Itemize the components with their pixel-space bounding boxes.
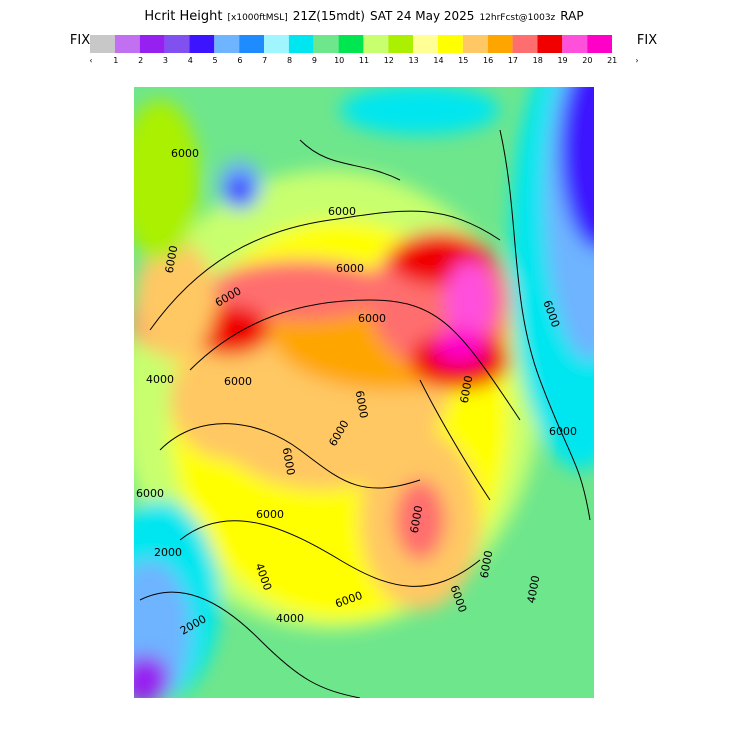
contour-label: 4000 (276, 612, 304, 625)
legend-tick-label: 13 (409, 56, 419, 65)
legend-tick-label: 10 (334, 56, 344, 65)
contour-label: 6000 (353, 389, 371, 419)
color-box (413, 35, 438, 53)
legend-left-label: FIX (70, 33, 90, 48)
contour-label: 6000 (171, 147, 199, 160)
color-box (90, 35, 115, 53)
legend-tick-label: 20 (582, 56, 592, 65)
legend-tick-label: › (635, 56, 638, 65)
legend-tick-label: 11 (359, 56, 369, 65)
contour-label: 4000 (146, 373, 174, 386)
title-part: 21Z(15mdt) (293, 9, 365, 23)
color-box (587, 35, 612, 53)
contour-label: 6000 (136, 487, 164, 500)
legend-tick-label: 12 (384, 56, 394, 65)
contour-label: 6000 (256, 508, 284, 521)
legend-tick-label: 14 (433, 56, 443, 65)
color-box (189, 35, 215, 53)
color-box (363, 35, 389, 53)
contour-label: 2000 (154, 546, 182, 559)
map: 6000 6000 6000 6000 6000 6000 6000 4000 6000 6000… (134, 87, 594, 698)
legend-tick-label: 9 (312, 56, 317, 65)
color-box (338, 35, 364, 53)
contour-label: 6000 (224, 375, 252, 388)
legend-tick-label: 17 (508, 56, 518, 65)
title: Hcrit Height [x1000ftMSL] 21Z(15mdt) SAT 24… (144, 9, 583, 24)
color-box (139, 35, 165, 53)
legend-tick-label: ‹ (89, 56, 92, 65)
legend-tick-label: 4 (188, 56, 193, 65)
color-bar: ‹ 1 2 3 4 5 6 7 8 9 10 11 12 13 14 15 16 17 18 19 20 21 › (89, 35, 639, 65)
color-box (562, 35, 588, 53)
title-part: Hcrit Height (144, 9, 222, 24)
color-box (114, 35, 140, 53)
legend-tick-label: 1 (113, 56, 118, 65)
contour-label: 6000 (549, 425, 577, 438)
title-part: RAP (560, 9, 583, 23)
contour-label: 6000 (408, 504, 426, 534)
color-box (512, 35, 538, 53)
color-box (388, 35, 414, 53)
color-box (214, 35, 240, 53)
legend-tick-label: 2 (138, 56, 143, 65)
contour-label: 6000 (328, 205, 356, 218)
color-box (313, 35, 339, 53)
legend-tick-label: 15 (458, 56, 468, 65)
color-box (487, 35, 513, 53)
title-part: [x1000ftMSL] (228, 13, 288, 23)
color-box (288, 35, 314, 53)
legend-tick-label: 19 (557, 56, 567, 65)
contour-label: 6000 (163, 244, 181, 274)
legend-tick-label: 16 (483, 56, 493, 65)
contour-label: 6000 (280, 446, 298, 476)
title-part: 12hrFcst@1003z (479, 13, 555, 23)
legend-tick-label: 5 (213, 56, 218, 65)
color-box (462, 35, 488, 53)
legend-tick-label: 6 (237, 56, 242, 65)
color-box (537, 35, 563, 53)
contour-label: 6000 (478, 549, 496, 579)
legend-tick-label: 8 (287, 56, 292, 65)
contour-label: 4000 (525, 574, 543, 604)
legend-tick-label: 18 (533, 56, 543, 65)
color-box (264, 35, 289, 53)
legend-tick-label: 7 (262, 56, 267, 65)
legend-tick-label: 3 (163, 56, 168, 65)
title-part: SAT 24 May 2025 (370, 9, 475, 23)
legend-tick-label: 21 (607, 56, 617, 65)
color-box (239, 35, 264, 53)
legend-right-label: FIX (637, 33, 657, 48)
contour-label: 6000 (458, 374, 476, 404)
color-box (164, 35, 190, 53)
contour-label: 6000 (358, 312, 386, 325)
color-box (438, 35, 463, 53)
contour-label: 6000 (336, 262, 364, 275)
